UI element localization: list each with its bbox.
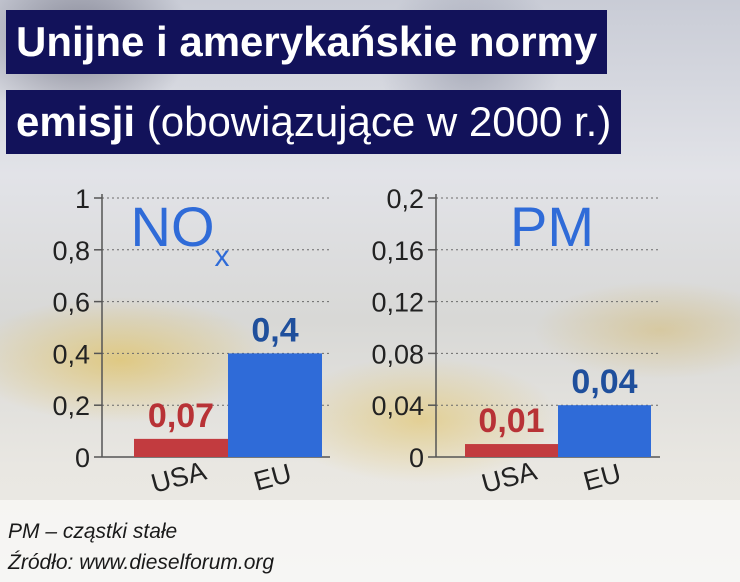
- source-footnote: Źródło: www.dieselforum.org: [8, 551, 275, 574]
- pm-footnote: PM – cząstki stałe: [8, 520, 178, 543]
- chart-1-y-tick-label: 0,2: [52, 391, 90, 421]
- chart-1-bar-usa: [134, 438, 228, 457]
- chart-2-bar-eu: [558, 405, 651, 457]
- footer-overlay: [0, 500, 740, 582]
- title-line-2-rest: (obowiązujące w 2000 r.): [146, 98, 612, 145]
- chart-1-y-tick-label: 1: [75, 184, 90, 214]
- chart-1-y-tick-label: 0,6: [52, 288, 90, 318]
- chart-1-bar-eu: [228, 353, 322, 457]
- title-line-1-text: Unijne i amerykańskie normy: [16, 18, 598, 65]
- chart-1-y-tick-label: 0,4: [52, 339, 90, 369]
- chart-1-title-subscript: x: [215, 240, 230, 273]
- chart-1-y-tick-label: 0,8: [52, 236, 90, 266]
- chart-1-y-tick-label: 0: [75, 443, 90, 473]
- title-line-1: Unijne i amerykańskie normy: [6, 10, 608, 74]
- chart-1-category-label-usa: USA: [148, 456, 209, 499]
- chart-2-y-tick-label: 0,04: [371, 391, 424, 421]
- chart-2-y-tick-label: 0,16: [371, 236, 424, 266]
- chart-2-category-label-usa: USA: [478, 456, 539, 499]
- chart-2-y-tick-label: 0,12: [371, 288, 424, 318]
- chart-1-category-label-eu: EU: [251, 458, 295, 497]
- chart-1-value-label-usa: 0,07: [148, 397, 214, 435]
- chart-1-title: NOx: [131, 195, 230, 273]
- chart-2-y-tick-label: 0: [409, 443, 424, 473]
- chart-2-title: PM: [510, 195, 594, 258]
- chart-2-category-label-eu: EU: [580, 458, 624, 497]
- chart-2-value-label-eu: 0,04: [571, 363, 637, 401]
- chart-1-value-label-eu: 0,4: [251, 311, 298, 349]
- title-line-2-bold: emisji: [16, 98, 136, 145]
- chart-2-y-tick-label: 0,08: [371, 339, 424, 369]
- chart-2-value-label-usa: 0,01: [478, 402, 544, 440]
- chart-2-y-tick-label: 0,2: [386, 184, 424, 214]
- chart-2-bar-usa: [465, 444, 558, 457]
- title-line-2: emisji (obowiązujące w 2000 r.): [6, 90, 622, 154]
